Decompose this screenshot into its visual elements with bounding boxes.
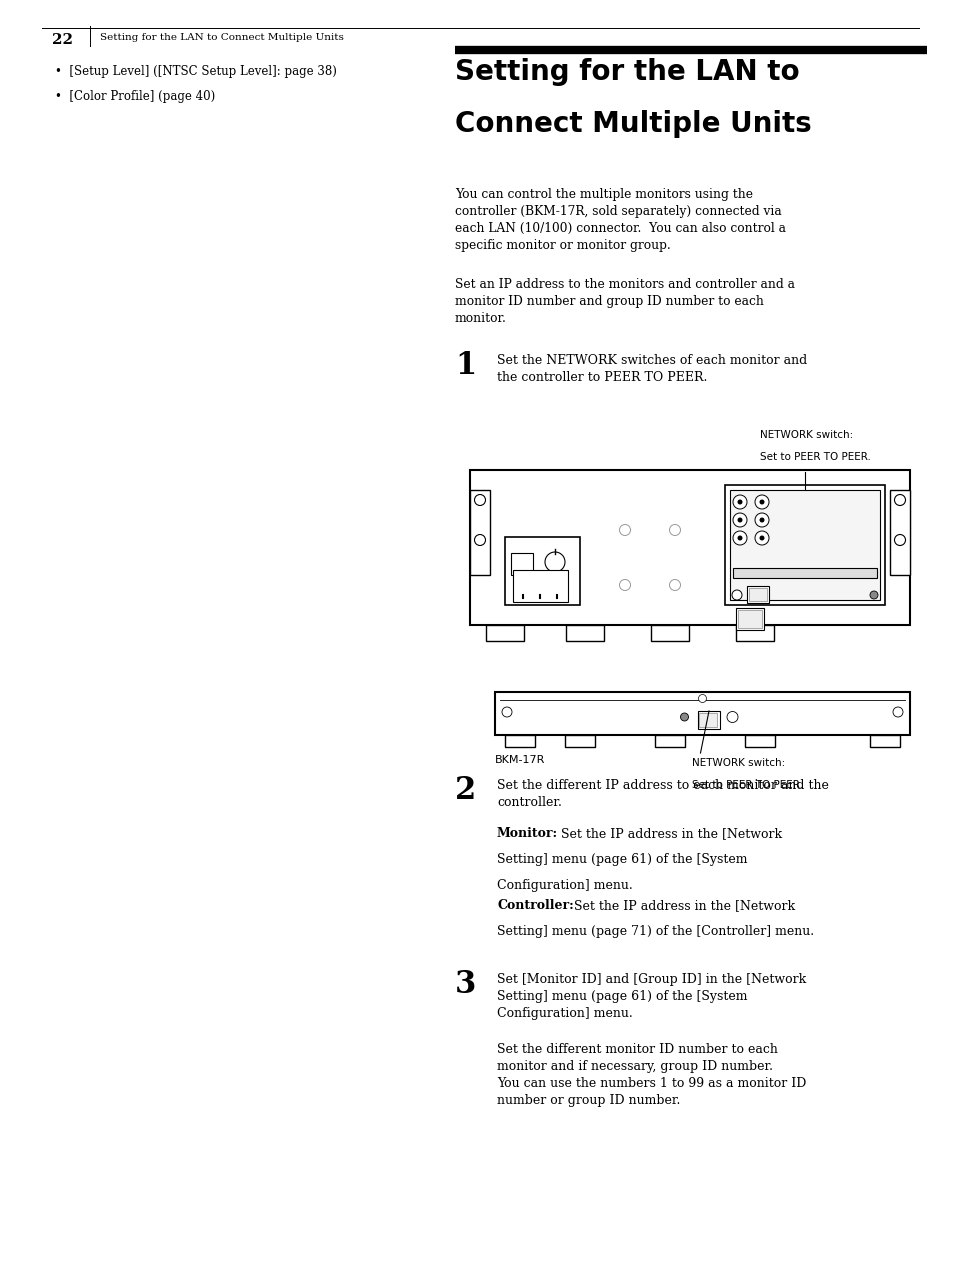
Bar	[470, 490, 490, 576]
Text: 22: 22	[52, 33, 73, 47]
Bar	[513, 569, 567, 603]
Text: 1: 1	[455, 350, 476, 381]
Text: 3: 3	[455, 970, 476, 1000]
Bar	[724, 485, 884, 605]
Bar	[738, 610, 761, 628]
Circle shape	[501, 707, 512, 717]
Circle shape	[892, 707, 902, 717]
Bar	[697, 711, 719, 729]
Circle shape	[474, 494, 485, 506]
Bar	[470, 470, 909, 626]
Circle shape	[732, 513, 746, 527]
Circle shape	[698, 694, 706, 702]
Bar	[485, 626, 523, 641]
Circle shape	[732, 496, 746, 510]
Text: 2: 2	[455, 775, 476, 806]
Text: Set the IP address in the [Network: Set the IP address in the [Network	[557, 827, 781, 840]
Circle shape	[869, 591, 877, 599]
Text: Set the different IP address to each monitor and the
controller.: Set the different IP address to each mon…	[497, 778, 828, 809]
Bar	[504, 538, 579, 605]
Bar	[655, 735, 684, 747]
Circle shape	[737, 535, 741, 540]
Text: Setting] menu (page 61) of the [System: Setting] menu (page 61) of the [System	[497, 854, 747, 866]
Circle shape	[474, 535, 485, 545]
Text: Setting] menu (page 71) of the [Controller] menu.: Setting] menu (page 71) of the [Controll…	[497, 925, 813, 938]
Circle shape	[754, 496, 768, 510]
Circle shape	[894, 535, 904, 545]
Circle shape	[754, 531, 768, 545]
Bar	[748, 589, 766, 601]
Text: NETWORK switch:: NETWORK switch:	[760, 431, 852, 440]
Text: Set the different monitor ID number to each
monitor and if necessary, group ID n: Set the different monitor ID number to e…	[497, 1043, 805, 1107]
Bar	[564, 735, 595, 747]
Circle shape	[754, 513, 768, 527]
Circle shape	[618, 580, 630, 591]
Circle shape	[731, 590, 741, 600]
Bar	[732, 568, 876, 578]
Circle shape	[737, 499, 741, 505]
Circle shape	[669, 525, 679, 535]
Text: Set [Monitor ID] and [Group ID] in the [Network
Setting] menu (page 61) of the [: Set [Monitor ID] and [Group ID] in the […	[497, 973, 805, 1020]
Circle shape	[618, 525, 630, 535]
Bar	[565, 626, 603, 641]
Bar	[511, 553, 533, 575]
Bar	[650, 626, 688, 641]
Circle shape	[894, 494, 904, 506]
Bar	[699, 713, 717, 727]
Text: Controller:: Controller:	[497, 899, 573, 912]
Text: Set the IP address in the [Network: Set the IP address in the [Network	[569, 899, 794, 912]
Bar	[495, 692, 909, 735]
Text: You can control the multiple monitors using the
controller (BKM-17R, sold separa: You can control the multiple monitors us…	[455, 189, 785, 252]
Bar	[746, 586, 768, 603]
Text: Setting for the LAN to Connect Multiple Units: Setting for the LAN to Connect Multiple …	[100, 33, 343, 42]
Circle shape	[669, 580, 679, 591]
Text: Setting for the LAN to: Setting for the LAN to	[455, 59, 799, 87]
Circle shape	[737, 517, 741, 522]
Text: NETWORK switch:: NETWORK switch:	[692, 758, 785, 768]
Circle shape	[544, 552, 564, 572]
Circle shape	[759, 499, 763, 505]
Circle shape	[726, 711, 738, 722]
Text: Connect Multiple Units: Connect Multiple Units	[455, 110, 811, 138]
Bar	[735, 626, 773, 641]
Text: Set to PEER TO PEER.: Set to PEER TO PEER.	[692, 780, 802, 790]
Bar	[869, 735, 899, 747]
Text: Set an IP address to the monitors and controller and a
monitor ID number and gro: Set an IP address to the monitors and co…	[455, 278, 794, 325]
Bar	[504, 735, 535, 747]
Bar	[744, 735, 774, 747]
Text: Set the NETWORK switches of each monitor and
the controller to PEER TO PEER.: Set the NETWORK switches of each monitor…	[497, 354, 806, 383]
Text: •  [Color Profile] (page 40): • [Color Profile] (page 40)	[55, 90, 215, 103]
Bar	[729, 490, 879, 600]
Circle shape	[732, 531, 746, 545]
Circle shape	[759, 517, 763, 522]
Text: •  [Setup Level] ([NTSC Setup Level]: page 38): • [Setup Level] ([NTSC Setup Level]: pag…	[55, 65, 336, 78]
Text: Configuration] menu.: Configuration] menu.	[497, 879, 632, 892]
Circle shape	[759, 535, 763, 540]
Text: Monitor:: Monitor:	[497, 827, 558, 840]
Bar	[889, 490, 909, 576]
Text: Set to PEER TO PEER.: Set to PEER TO PEER.	[760, 452, 870, 462]
Bar	[735, 608, 763, 631]
Text: BKM-17R: BKM-17R	[495, 755, 545, 764]
Circle shape	[679, 713, 688, 721]
